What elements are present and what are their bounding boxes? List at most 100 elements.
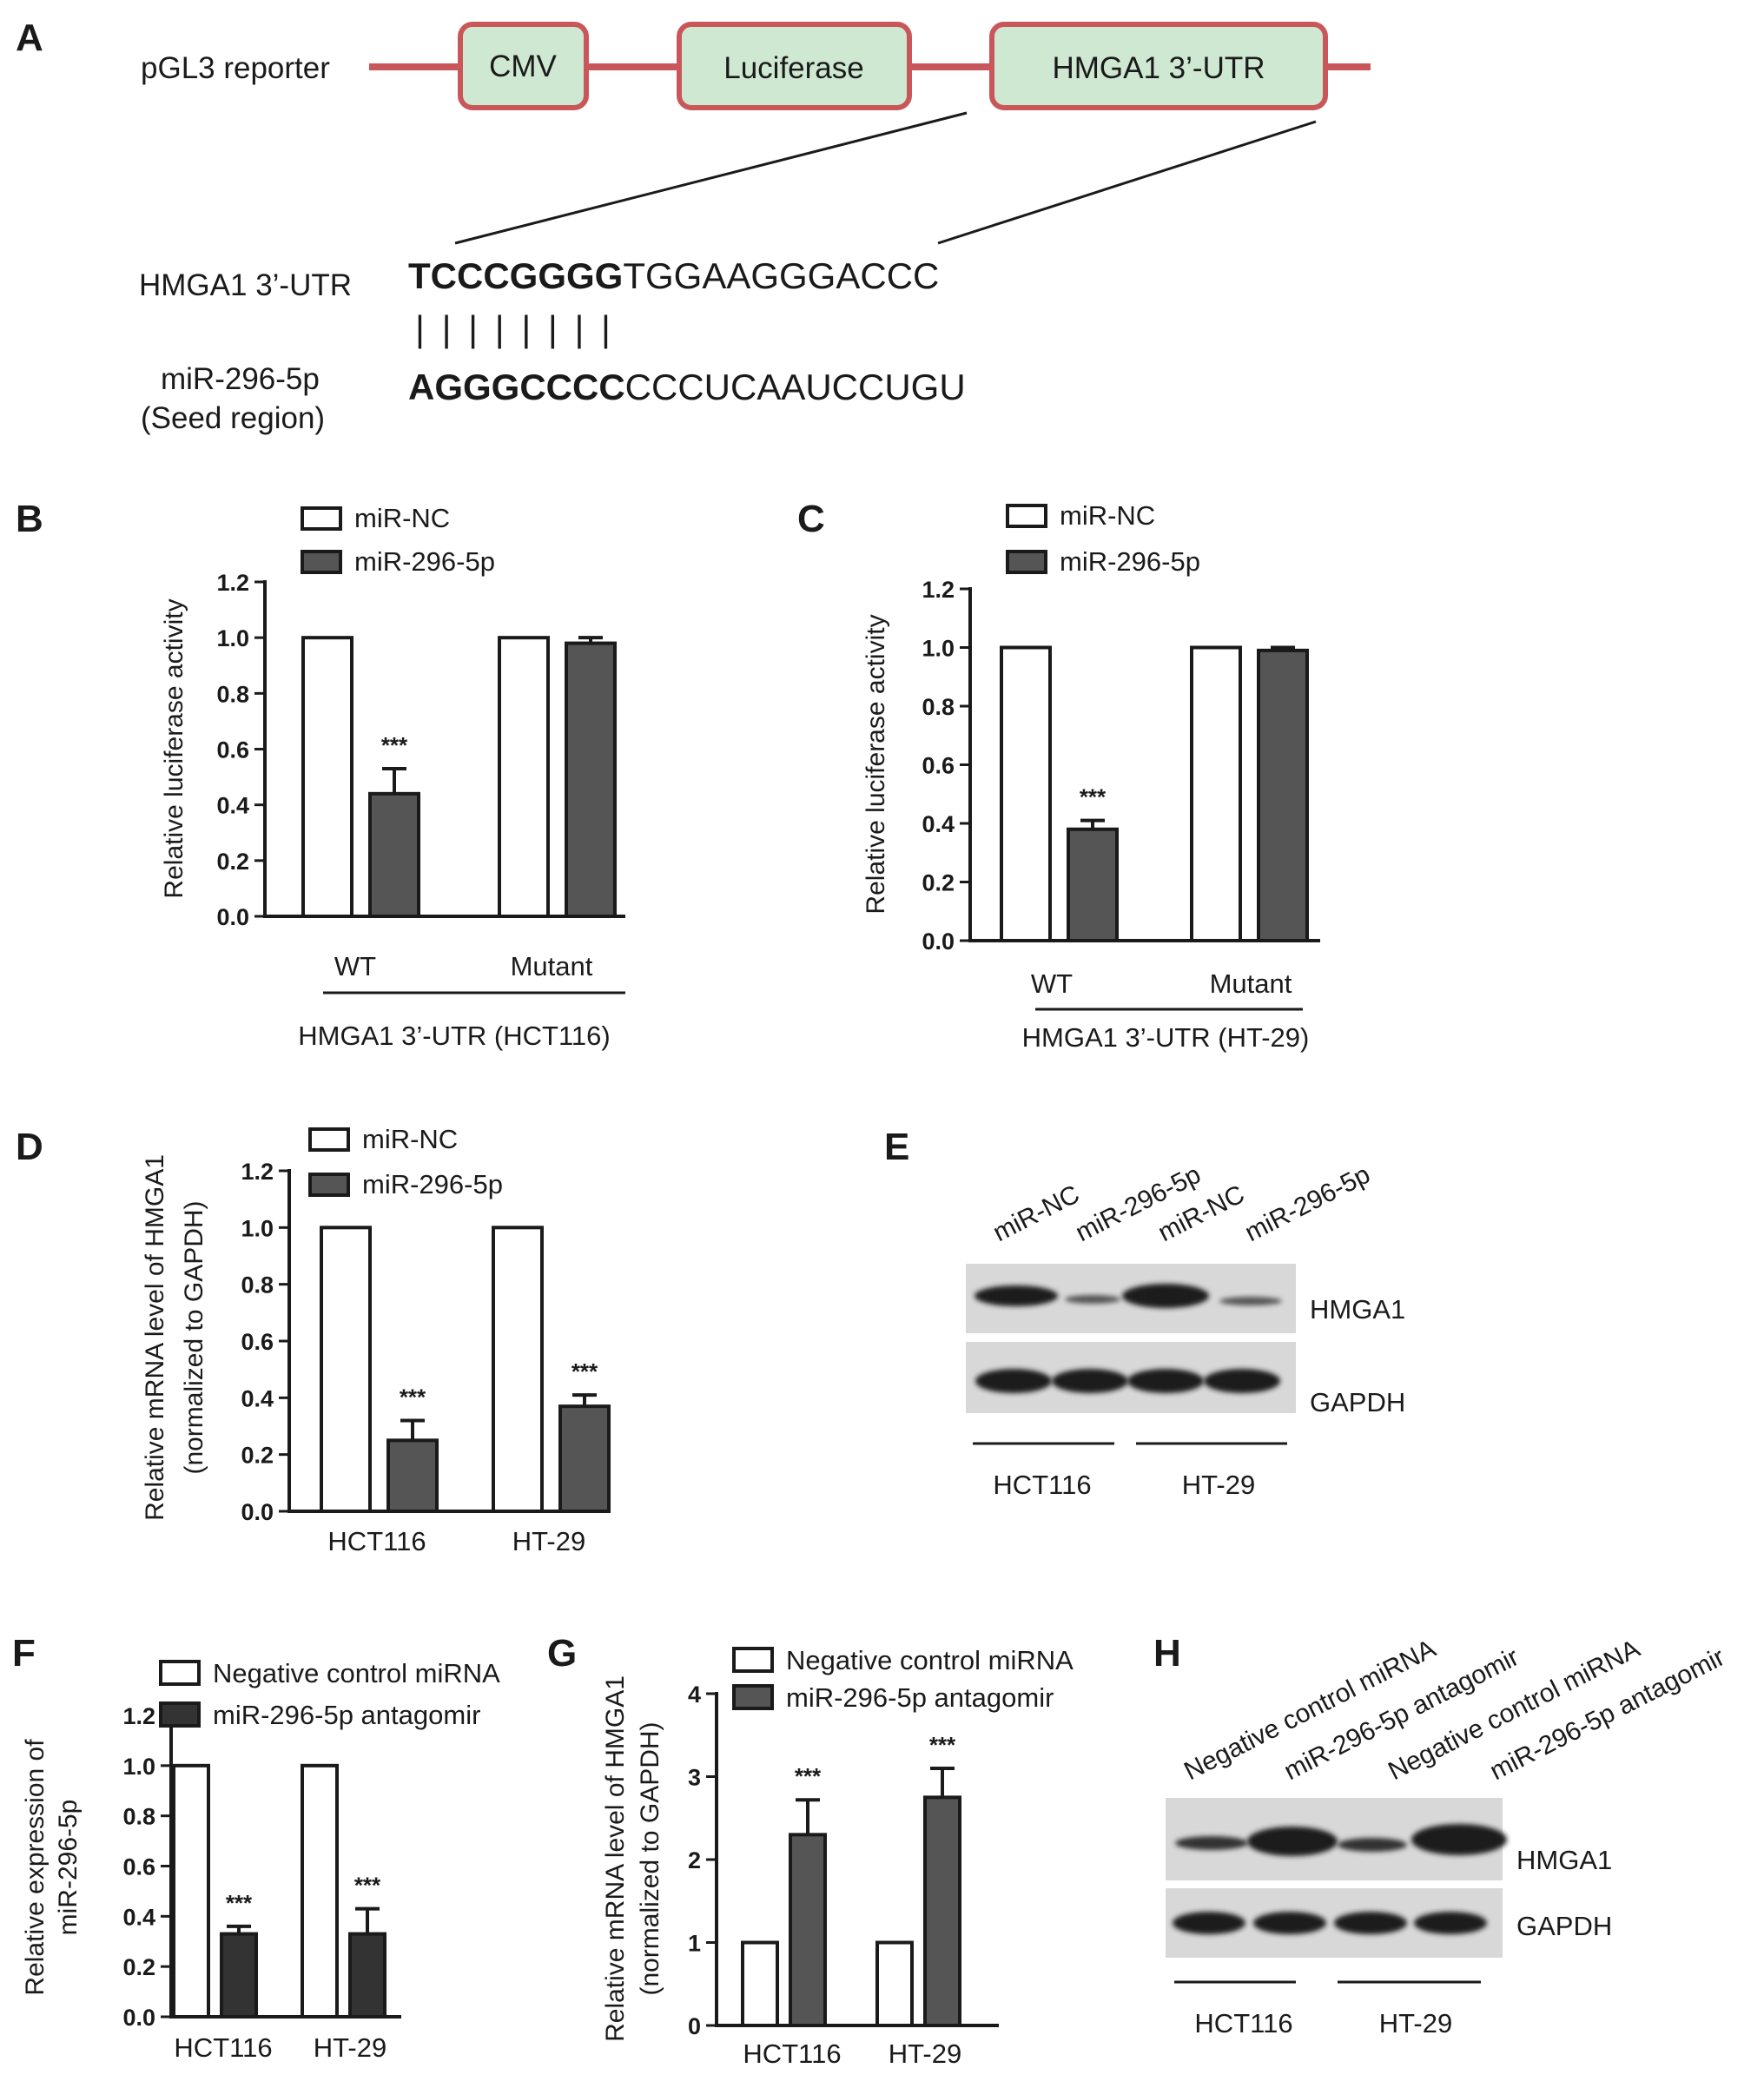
legend-label: miR-296-5p [1060,546,1200,577]
y-tick-label: 1.0 [922,636,955,662]
y-tick-label: 0 [688,2013,701,2039]
bar [565,641,617,918]
y-tick-label: 0.4 [922,811,955,837]
bar [789,1833,827,2028]
x-category-label: HT-29 [889,2038,961,2069]
panel-label-e: E [884,1126,909,1168]
y-tick-label: 1.0 [241,1215,274,1241]
panel-label-h: H [1153,1632,1181,1675]
blot-h-row-hmga1: HMGA1 [1516,1845,1612,1875]
y-tick-label: 0.2 [122,1954,155,1980]
zoom-line-left [454,111,968,245]
reporter-label: pGL3 reporter [141,51,330,85]
y-tick-label: 0.8 [122,1804,155,1830]
y-tick-label: 0.0 [241,1499,274,1525]
blot-e-lane-4: miR-296-5p [1240,1160,1375,1248]
significance-marker: *** [929,1732,956,1758]
legend-label: miR-296-5p [362,1169,503,1199]
blot-h-group-hct116: HCT116 [1194,2008,1292,2038]
legend-swatch [308,1173,350,1197]
significance-marker: *** [795,1763,822,1789]
bar [1257,648,1309,942]
y-tick-label: 0.2 [241,1443,274,1469]
panel-label-a: A [16,17,43,59]
blot-band [1065,1295,1120,1304]
y-axis-label: Relative mRNA level of HMGA1 [141,1154,169,1521]
seed-pairing-lines: | | | | | | | | [415,308,614,349]
y-tick-label: 0.0 [216,904,249,930]
legend-label: miR-296-5p antagomir [213,1700,480,1730]
utr-seq-label: HMGA1 3’-UTR [139,268,352,302]
x-category-label: HT-29 [512,1526,585,1556]
bar [875,1940,914,2027]
blot-e-group-hct116: HCT116 [993,1470,1091,1500]
x-category-label: HCT116 [174,2032,272,2063]
y-tick-label: 3 [688,1765,701,1791]
x-category-label: HCT116 [743,2038,841,2069]
blot-e-group-ht29: HT-29 [1182,1470,1255,1500]
legend-label: miR-NC [354,503,450,533]
blot-h-row-gapdh: GAPDH [1516,1911,1612,1941]
bar [301,1763,339,2019]
blot-h-group-ht29: HT-29 [1379,2008,1452,2038]
y-axis-label: Relative luciferase activity [862,614,890,914]
significance-marker: *** [226,1890,253,1916]
y-tick-label: 0.4 [241,1385,274,1411]
chart-panel-c: 0.0 0.2 0.4 0.6 0.8 1.0 1.2 Relative luciferase… [862,500,1320,1053]
legend-label: Negative control miRNA [213,1658,500,1688]
y-tick-label: 0.6 [122,1854,155,1880]
bar [558,1404,611,1513]
blot-band [1253,1912,1326,1934]
legend-label: Negative control miRNA [786,1645,1074,1675]
y-axis-label: Relative mRNA level of HMGA1 [601,1675,630,2042]
y-tick-label: 1.0 [216,625,249,651]
significance-marker: *** [381,732,408,758]
significance-marker: *** [354,1873,381,1899]
blot-band [1411,1824,1507,1855]
chart-panel-g: 0 1 2 3 4 Relative mRNA level of HMGA1 (normal… [601,1645,1074,2069]
significance-marker: *** [1080,784,1107,810]
legend-swatch [1006,504,1047,528]
utr-box-label: HMGA1 3’-UTR [1052,51,1265,85]
y-tick-label: 0.6 [922,753,955,779]
bar [301,636,353,919]
blot-band [974,1285,1058,1306]
panel-e-western-blot: miR-NC miR-296-5p miR-NC miR-296-5p HMGA… [966,1160,1405,1500]
blot-band [975,1369,1052,1393]
significance-marker: *** [571,1358,598,1384]
legend-swatch [301,506,342,531]
blot-band [1204,1369,1280,1393]
y-tick-label: 0.8 [922,694,955,720]
panel-label-d: D [16,1126,43,1168]
legend-label: miR-296-5p antagomir [786,1682,1054,1713]
x-category-label: Mutant [1210,968,1292,999]
bar [741,1940,779,2027]
cmv-label: CMV [489,50,557,83]
luciferase-box [677,22,912,110]
y-tick-label: 0.8 [241,1272,274,1298]
y-axis-label-line2: (normalized to GAPDH) [636,1721,664,1995]
chart-panel-d: 0.0 0.2 0.4 0.6 0.8 1.0 1.2 Relative mRNA level… [141,1124,611,1556]
y-tick-label: 1.2 [122,1703,155,1729]
blot-band [1414,1912,1487,1934]
legend-label: miR-296-5p [354,546,495,577]
x-category-label: HT-29 [314,2032,386,2063]
legend-swatch [732,1647,774,1673]
mir-seq-label: miR-296-5p [161,362,320,396]
y-tick-label: 0.8 [216,681,249,707]
legend-label: miR-NC [362,1124,458,1154]
x-category-label: HCT116 [327,1526,426,1556]
bar [320,1226,372,1514]
blot-band [1127,1369,1204,1393]
bar [386,1438,439,1514]
blot-band [1338,1838,1407,1852]
panel-label-c: C [797,498,825,540]
blot-band [1052,1369,1128,1393]
bar [172,1763,210,2019]
bar [1067,827,1119,942]
legend-swatch [159,1701,201,1728]
blot-band [1247,1827,1338,1856]
blot-e-row-gapdh: GAPDH [1310,1387,1405,1417]
panel-label-f: F [12,1632,36,1675]
